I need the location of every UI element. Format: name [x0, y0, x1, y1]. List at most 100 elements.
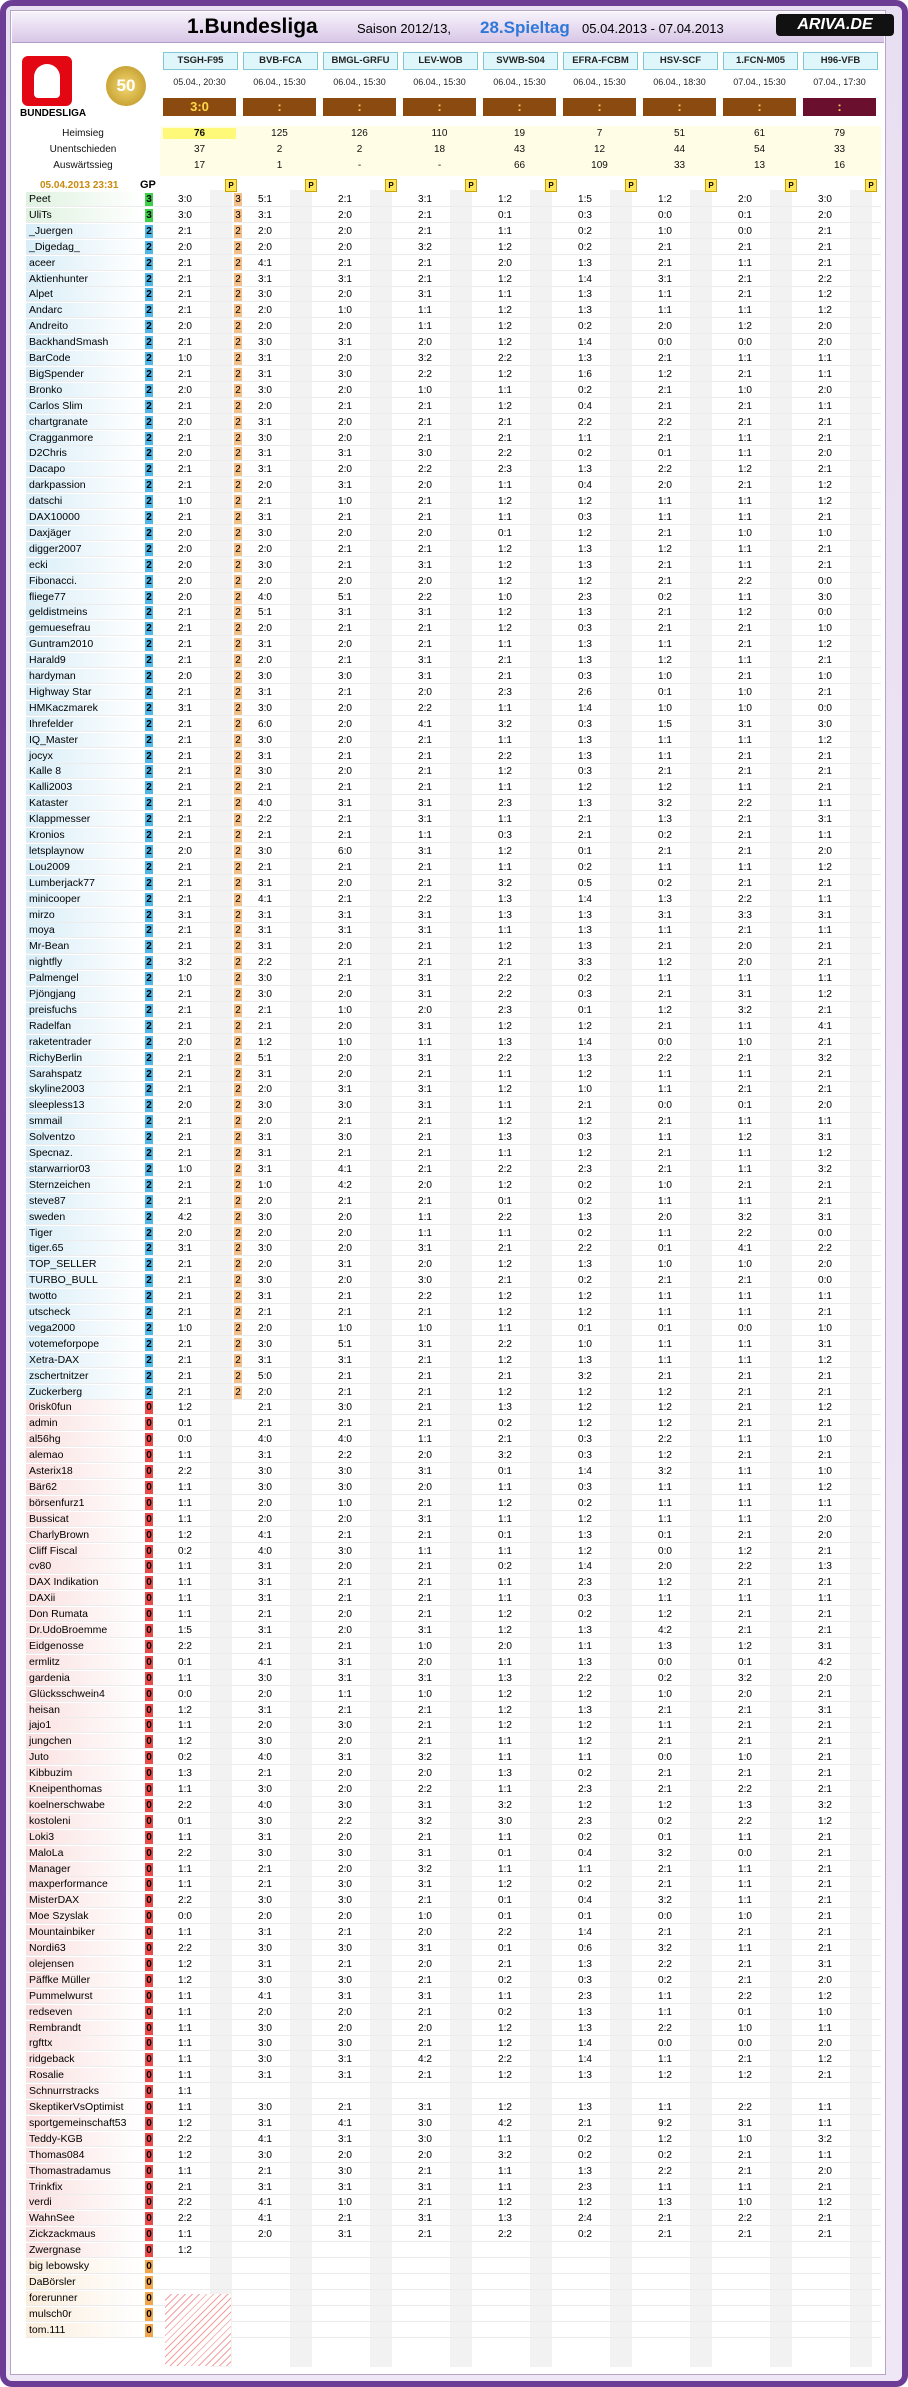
- match-header-5[interactable]: SVWB-S04: [483, 52, 558, 70]
- player-name[interactable]: _Juergen: [26, 223, 142, 239]
- player-name[interactable]: IQ_Master: [26, 732, 142, 748]
- player-name[interactable]: Tiger: [26, 1225, 142, 1241]
- player-name[interactable]: preisfuchs: [26, 1002, 142, 1018]
- player-name[interactable]: cv80: [26, 1559, 142, 1575]
- match-header-9[interactable]: H96-VFB: [803, 52, 878, 70]
- player-name[interactable]: Sarahspatz: [26, 1066, 142, 1082]
- player-name[interactable]: votemeforpope: [26, 1336, 142, 1352]
- match-header-2[interactable]: BVB-FCA: [243, 52, 318, 70]
- player-name[interactable]: SkeptikerVsOptimist: [26, 2100, 142, 2115]
- player-name[interactable]: Zickzackmaus: [26, 2227, 142, 2243]
- player-name[interactable]: Sternzeichen: [26, 1177, 142, 1193]
- player-name[interactable]: nightfly: [26, 955, 142, 971]
- player-name[interactable]: hardyman: [26, 669, 142, 684]
- player-name[interactable]: Cragganmore: [26, 430, 142, 446]
- player-name[interactable]: Pjöngjang: [26, 987, 142, 1002]
- player-name[interactable]: olejensen: [26, 1956, 142, 1972]
- player-name[interactable]: CharlyBrown: [26, 1527, 142, 1543]
- player-name[interactable]: datschi: [26, 494, 142, 510]
- player-name[interactable]: kostoleni: [26, 1813, 142, 1829]
- player-name[interactable]: moya: [26, 923, 142, 939]
- player-name[interactable]: Guntram2010: [26, 637, 142, 653]
- player-name[interactable]: MaloLa: [26, 1845, 142, 1861]
- player-name[interactable]: Nordi63: [26, 1941, 142, 1956]
- player-name[interactable]: ermlitz: [26, 1654, 142, 1670]
- player-name[interactable]: al56hg: [26, 1432, 142, 1448]
- player-name[interactable]: maxperformance: [26, 1877, 142, 1893]
- player-name[interactable]: Moe Szyslak: [26, 1909, 142, 1925]
- player-name[interactable]: Radelfan: [26, 1018, 142, 1034]
- player-name[interactable]: Kneipenthomas: [26, 1782, 142, 1797]
- player-name[interactable]: rgfttx: [26, 2036, 142, 2052]
- player-name[interactable]: DAX Indikation: [26, 1575, 142, 1591]
- player-name[interactable]: Manager: [26, 1861, 142, 1877]
- player-name[interactable]: Teddy-KGB: [26, 2131, 142, 2147]
- player-name[interactable]: Palmengel: [26, 971, 142, 987]
- player-name[interactable]: jocyx: [26, 748, 142, 764]
- player-name[interactable]: Zuckerberg: [26, 1384, 142, 1400]
- player-name[interactable]: digger2007: [26, 541, 142, 557]
- player-name[interactable]: jungchen: [26, 1734, 142, 1750]
- player-name[interactable]: jajo1: [26, 1718, 142, 1734]
- player-name[interactable]: Pummelwurst: [26, 1988, 142, 2004]
- player-name[interactable]: minicooper: [26, 891, 142, 907]
- player-name[interactable]: smmail: [26, 1114, 142, 1130]
- player-name[interactable]: TURBO_BULL: [26, 1273, 142, 1289]
- player-name[interactable]: aceer: [26, 255, 142, 271]
- player-name[interactable]: utscheck: [26, 1305, 142, 1320]
- player-name[interactable]: WahnSee: [26, 2211, 142, 2227]
- player-name[interactable]: zschertnitzer: [26, 1368, 142, 1384]
- player-name[interactable]: admin: [26, 1416, 142, 1432]
- player-name[interactable]: D2Chris: [26, 446, 142, 462]
- player-name[interactable]: raketentrader: [26, 1034, 142, 1050]
- player-name[interactable]: Mr-Bean: [26, 939, 142, 955]
- ariva-logo[interactable]: ARIVA.DE: [776, 14, 894, 36]
- player-name[interactable]: Dr.UdoBroemme: [26, 1623, 142, 1638]
- player-name[interactable]: tom.111: [26, 2322, 142, 2338]
- player-name[interactable]: Rembrandt: [26, 2020, 142, 2036]
- player-name[interactable]: DAXii: [26, 1591, 142, 1607]
- player-name[interactable]: Highway Star: [26, 684, 142, 700]
- player-name[interactable]: Peet: [26, 192, 142, 207]
- match-header-8[interactable]: 1.FCN-M05: [723, 52, 798, 70]
- player-name[interactable]: Zwergnase: [26, 2243, 142, 2259]
- player-name[interactable]: RichyBerlin: [26, 1050, 142, 1066]
- player-name[interactable]: Päffke Müller: [26, 1972, 142, 1988]
- player-name[interactable]: verdi: [26, 2195, 142, 2211]
- player-name[interactable]: Andreito: [26, 319, 142, 335]
- player-name[interactable]: DaBörsler: [26, 2274, 142, 2290]
- player-name[interactable]: Aktienhunter: [26, 271, 142, 287]
- player-name[interactable]: Rosalie: [26, 2068, 142, 2084]
- player-name[interactable]: Kronios: [26, 828, 142, 843]
- match-header-4[interactable]: LEV-WOB: [403, 52, 478, 70]
- player-name[interactable]: vega2000: [26, 1320, 142, 1336]
- player-name[interactable]: Fibonacci.: [26, 573, 142, 589]
- player-name[interactable]: Dacapo: [26, 462, 142, 478]
- player-name[interactable]: Bussicat: [26, 1511, 142, 1527]
- player-name[interactable]: Harald9: [26, 653, 142, 669]
- player-name[interactable]: Klappmesser: [26, 812, 142, 828]
- player-name[interactable]: BarCode: [26, 351, 142, 366]
- player-name[interactable]: Andarc: [26, 303, 142, 319]
- player-name[interactable]: sweden: [26, 1209, 142, 1225]
- player-name[interactable]: Alpet: [26, 287, 142, 303]
- player-name[interactable]: Thomastradamus: [26, 2163, 142, 2179]
- player-name[interactable]: sleepless13: [26, 1098, 142, 1114]
- player-name[interactable]: tiger.65: [26, 1241, 142, 1257]
- player-name[interactable]: Specnaz.: [26, 1146, 142, 1161]
- player-name[interactable]: Cliff Fiscal: [26, 1543, 142, 1559]
- player-name[interactable]: Glücksschwein4: [26, 1686, 142, 1702]
- match-header-6[interactable]: EFRA-FCBM: [563, 52, 638, 70]
- player-name[interactable]: Loki3: [26, 1829, 142, 1845]
- player-name[interactable]: Bär62: [26, 1479, 142, 1495]
- player-name[interactable]: DAX10000: [26, 510, 142, 525]
- player-name[interactable]: darkpassion: [26, 478, 142, 494]
- player-name[interactable]: Kalle 8: [26, 764, 142, 780]
- player-name[interactable]: Xetra-DAX: [26, 1352, 142, 1368]
- player-name[interactable]: 0risk0fun: [26, 1400, 142, 1416]
- player-name[interactable]: mirzo: [26, 907, 142, 923]
- player-name[interactable]: Kalli2003: [26, 780, 142, 796]
- matchday-link[interactable]: 28.Spieltag: [480, 18, 570, 37]
- player-name[interactable]: Carlos Slim: [26, 398, 142, 414]
- player-name[interactable]: gardenia: [26, 1670, 142, 1686]
